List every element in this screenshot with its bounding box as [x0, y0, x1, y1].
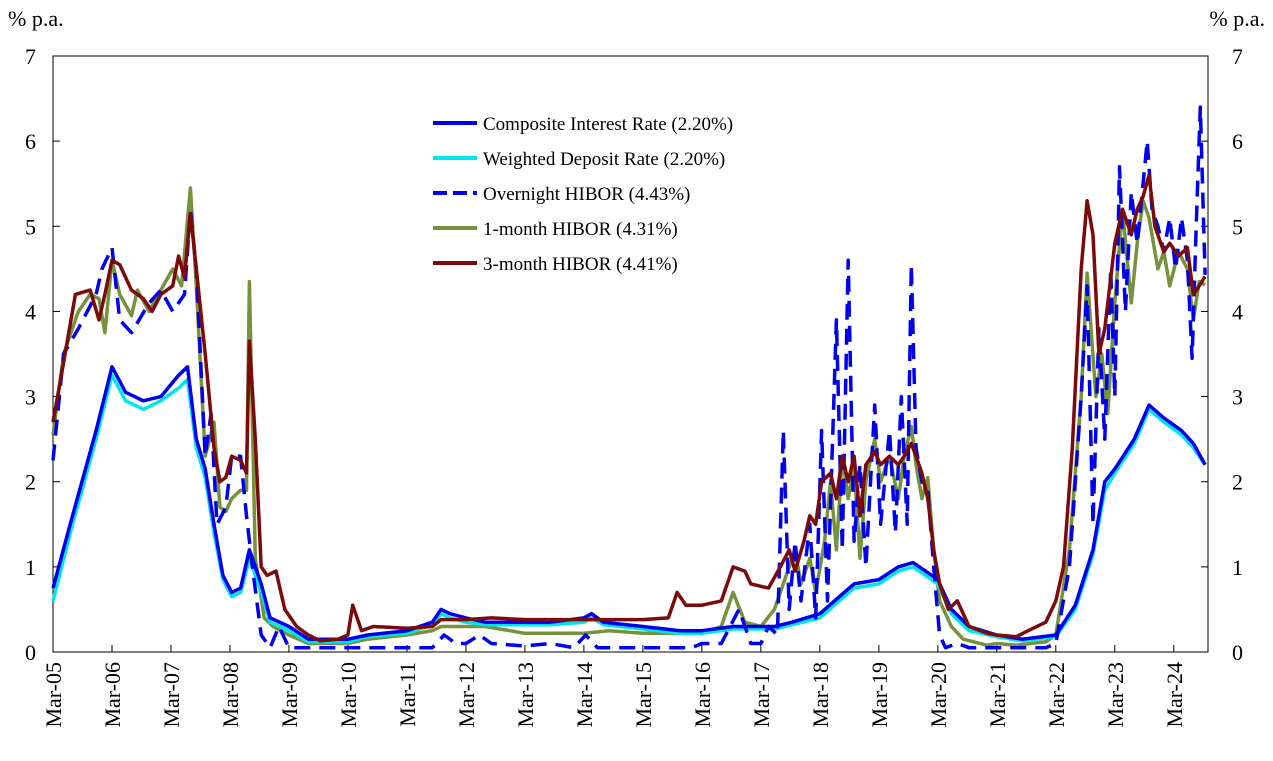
y-tick-label-left: 7: [25, 44, 36, 69]
y-tick-label-left: 1: [25, 555, 36, 580]
series-line-3: [51, 186, 1206, 647]
y-tick-label-left: 5: [25, 214, 36, 239]
x-tick-label: Mar-18: [808, 662, 833, 728]
y-axis-unit-left: % p.a.: [8, 6, 64, 31]
legend-label-1: Weighted Deposit Rate (2.20%): [483, 149, 725, 170]
x-axis-ticks: Mar-05 Mar-06 Mar-07 Mar-08 Mar-09 Mar-10 Mar-…: [41, 645, 1187, 728]
y-tick-label-left: 4: [25, 299, 36, 324]
x-tick-label: Mar-21: [985, 662, 1010, 728]
legend-label-4: 3-month HIBOR (4.41%): [483, 254, 678, 275]
x-tick-label: Mar-15: [631, 662, 656, 728]
y-tick-label-left: 3: [25, 385, 36, 410]
y-axis-ticks: 0 0 1 1 2 2 3 3 4 4 5 5 6 6 7 7: [25, 44, 1243, 665]
x-tick-label: Mar-08: [218, 662, 243, 728]
x-tick-label: Mar-09: [277, 662, 302, 728]
y-axis-unit-right: % p.a.: [1209, 6, 1265, 31]
legend-label-2: Overnight HIBOR (4.43%): [483, 184, 690, 205]
x-tick-label: Mar-22: [1044, 662, 1069, 728]
x-tick-label: Mar-24: [1162, 662, 1187, 728]
x-tick-label: Mar-16: [690, 662, 715, 728]
legend-label-0: Composite Interest Rate (2.20%): [483, 114, 733, 135]
y-tick-label-right: 0: [1232, 640, 1243, 665]
y-tick-label-right: 7: [1232, 44, 1243, 69]
y-tick-label-right: 4: [1232, 299, 1243, 324]
x-tick-label: Mar-23: [1103, 662, 1128, 728]
x-tick-label: Mar-17: [749, 662, 774, 728]
legend-label-3: 1-month HIBOR (4.31%): [483, 219, 678, 240]
y-tick-label-right: 5: [1232, 214, 1243, 239]
y-tick-label-right: 2: [1232, 470, 1243, 495]
x-tick-label: Mar-10: [336, 662, 361, 728]
series-lines: [51, 105, 1207, 650]
x-tick-label: Mar-07: [159, 662, 184, 728]
x-tick-label: Mar-05: [41, 662, 66, 728]
series-line-2: [51, 105, 1207, 650]
x-tick-label: Mar-19: [867, 662, 892, 728]
plot-area-frame: [52, 55, 1209, 653]
legend: Composite Interest Rate (2.20%) Weighted …: [433, 114, 733, 275]
series-line-4: [51, 173, 1207, 643]
x-tick-label: Mar-12: [454, 662, 479, 728]
series-line-0: [51, 365, 1207, 641]
y-tick-label-right: 3: [1232, 385, 1243, 410]
y-tick-label-left: 6: [25, 129, 36, 154]
x-tick-label: Mar-06: [100, 662, 125, 728]
x-tick-label: Mar-20: [926, 662, 951, 728]
x-tick-label: Mar-11: [395, 662, 420, 727]
y-tick-label-left: 0: [25, 640, 36, 665]
x-tick-label: Mar-13: [513, 662, 538, 728]
y-tick-label-right: 6: [1232, 129, 1243, 154]
x-tick-label: Mar-14: [572, 662, 597, 728]
y-tick-label-right: 1: [1232, 555, 1243, 580]
y-tick-label-left: 2: [25, 470, 36, 495]
